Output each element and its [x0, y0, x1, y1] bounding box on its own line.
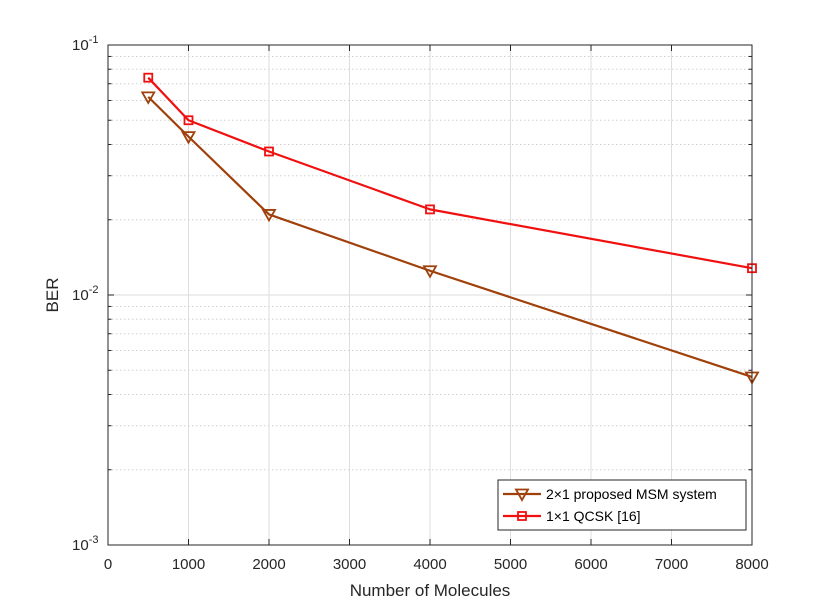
square-marker: [517, 511, 527, 521]
ticks: [107, 44, 753, 546]
x-tick-label: 7000: [655, 556, 688, 573]
x-tick-label: 0: [104, 556, 112, 573]
series-line: [147, 96, 753, 379]
legend-box: [497, 479, 747, 531]
x-tick-label: 8000: [735, 556, 768, 573]
y-tick-label: 10-2: [72, 284, 98, 304]
square-marker: [264, 146, 274, 157]
legend-label: 2×1 proposed MSM system: [546, 486, 717, 502]
y-axis-title: BER: [43, 278, 62, 313]
y-tick-label: 10-3: [72, 534, 98, 554]
triangle-marker: [140, 91, 156, 105]
x-tick-label: 5000: [494, 556, 527, 573]
x-tick-labels: 0 1000 2000 3000 4000 5000 6000 7000 8000: [104, 556, 769, 573]
triangle-marker: [422, 265, 438, 279]
grid-major: [108, 45, 752, 545]
grid-minor: [108, 55, 752, 471]
legend-label: 1×1 QCSK [16]: [546, 508, 641, 524]
x-tick-label: 4000: [413, 556, 446, 573]
x-tick-label: 3000: [333, 556, 366, 573]
x-tick-label: 2000: [252, 556, 285, 573]
series-line: [147, 76, 753, 270]
square-marker: [425, 204, 435, 215]
y-tick-labels: 10-1 10-2 10-3: [72, 34, 98, 554]
square-marker: [183, 115, 194, 126]
legend: 2×1 proposed MSM system 1×1 QCSK [16]: [497, 479, 747, 531]
x-tick-label: 6000: [574, 556, 607, 573]
legend-entry: 2×1 proposed MSM system: [503, 486, 717, 502]
square-marker: [143, 72, 154, 83]
y-tick-label: 10-1: [72, 34, 98, 54]
triangle-marker: [261, 209, 277, 223]
x-tick-label: 1000: [172, 556, 205, 573]
series-layer: [140, 72, 760, 385]
triangle-marker: [180, 131, 197, 145]
legend-entry: 1×1 QCSK [16]: [503, 508, 641, 524]
triangle-marker: [514, 488, 530, 502]
x-axis-title: Number of Molecules: [350, 581, 511, 600]
